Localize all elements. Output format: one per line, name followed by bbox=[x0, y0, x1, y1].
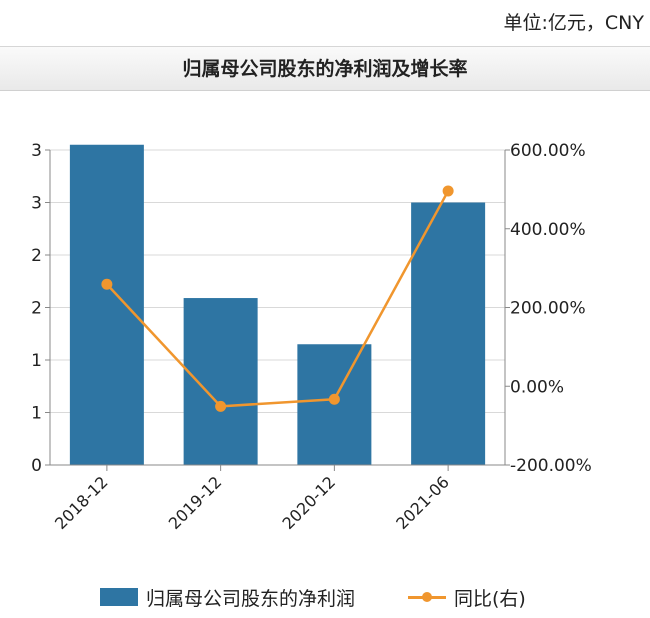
yoy-point-2020-12 bbox=[328, 393, 340, 405]
y-right-tick-label-3: 400.00% bbox=[510, 220, 586, 240]
yoy-point-2021-06 bbox=[442, 185, 454, 197]
chart-canvas: 0 1 1 2 2 3 3 -200.00% 0.00% 200.00% 400.00% 600.00… bbox=[31, 141, 592, 533]
legend-item-net-profit[interactable]: 归属母公司股东的净利润 bbox=[100, 582, 355, 612]
legend-bar-swatch bbox=[100, 588, 138, 606]
y-left-tick-label-5: 3 bbox=[31, 194, 42, 214]
legend-label-net-profit: 归属母公司股东的净利润 bbox=[146, 587, 356, 610]
y-right-tick-label-2: 200.00% bbox=[510, 299, 586, 319]
y-left-tick-label-0: 0 bbox=[31, 456, 42, 476]
chart-legend: 归属母公司股东的净利润 同比(右) bbox=[0, 582, 650, 612]
legend-line-swatch bbox=[408, 588, 446, 606]
y-right-tick-label-4: 600.00% bbox=[510, 141, 586, 161]
x-tick-label-2019-12: 2019-12 bbox=[165, 472, 226, 533]
y-right-tick-label-1: 0.00% bbox=[510, 377, 564, 397]
y-left-tick-label-1: 1 bbox=[31, 404, 42, 424]
chart-title: 归属母公司股东的净利润及增长率 bbox=[182, 58, 468, 80]
yoy-point-2019-12 bbox=[215, 400, 227, 412]
y-right-tick-label-0: -200.00% bbox=[510, 456, 592, 476]
y-left-tick-label-3: 2 bbox=[31, 299, 42, 319]
bar-2018-12 bbox=[69, 144, 144, 465]
yoy-point-2018-12 bbox=[101, 278, 113, 290]
legend-label-yoy: 同比(右) bbox=[454, 587, 526, 610]
x-tick-label-2020-12: 2020-12 bbox=[278, 472, 339, 533]
unit-label: 单位:亿元，CNY bbox=[503, 12, 645, 34]
legend-item-yoy[interactable]: 同比(右) bbox=[408, 582, 526, 612]
bar-2019-12 bbox=[183, 298, 258, 465]
x-tick-label-2021-06: 2021-06 bbox=[392, 472, 453, 533]
bar-2021-06 bbox=[411, 202, 486, 465]
chart-title-bar: 归属母公司股东的净利润及增长率 bbox=[0, 46, 650, 91]
x-tick-label-2018-12: 2018-12 bbox=[51, 472, 112, 533]
yoy-line bbox=[105, 190, 450, 408]
y-left-tick-label-2: 1 bbox=[31, 351, 42, 371]
y-left-tick-label-4: 2 bbox=[31, 246, 42, 266]
y-left-tick-label-6: 3 bbox=[31, 141, 42, 161]
